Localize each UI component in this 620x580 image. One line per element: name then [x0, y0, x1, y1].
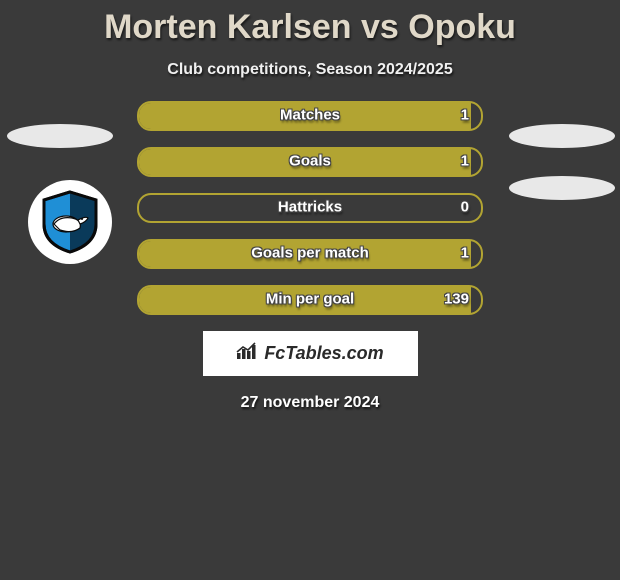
comparison-card: Morten Karlsen vs Opoku Club competition… — [0, 0, 620, 580]
bar-label: Min per goal — [266, 291, 354, 308]
bar-label: Goals per match — [251, 245, 369, 262]
player-left-slot — [7, 124, 113, 148]
stat-bar-matches: Matches 1 — [137, 101, 483, 131]
bar-value: 1 — [461, 245, 469, 262]
player-right-slot — [509, 124, 615, 148]
stat-bar-goals: Goals 1 — [137, 147, 483, 177]
stat-bar-hattricks: Hattricks 0 — [137, 193, 483, 223]
team-badge — [28, 180, 112, 264]
fctables-logo[interactable]: FcTables.com — [203, 331, 418, 376]
shield-bird-icon — [36, 188, 104, 256]
bar-chart-icon — [236, 342, 258, 365]
bar-value: 1 — [461, 153, 469, 170]
player-right-slot-2 — [509, 176, 615, 200]
bar-label: Goals — [289, 153, 331, 170]
logo-text: FcTables.com — [264, 343, 383, 364]
subtitle: Club competitions, Season 2024/2025 — [0, 61, 620, 79]
stat-bar-mpg: Min per goal 139 — [137, 285, 483, 315]
date-text: 27 november 2024 — [0, 394, 620, 412]
page-title: Morten Karlsen vs Opoku — [0, 0, 620, 47]
stat-bars: Matches 1 Goals 1 Hattricks 0 Goals per … — [137, 101, 483, 315]
bar-label: Hattricks — [278, 199, 342, 216]
stat-bar-gpm: Goals per match 1 — [137, 239, 483, 269]
bar-value: 0 — [461, 199, 469, 216]
bar-value: 1 — [461, 107, 469, 124]
bar-value: 139 — [444, 291, 469, 308]
bar-label: Matches — [280, 107, 340, 124]
